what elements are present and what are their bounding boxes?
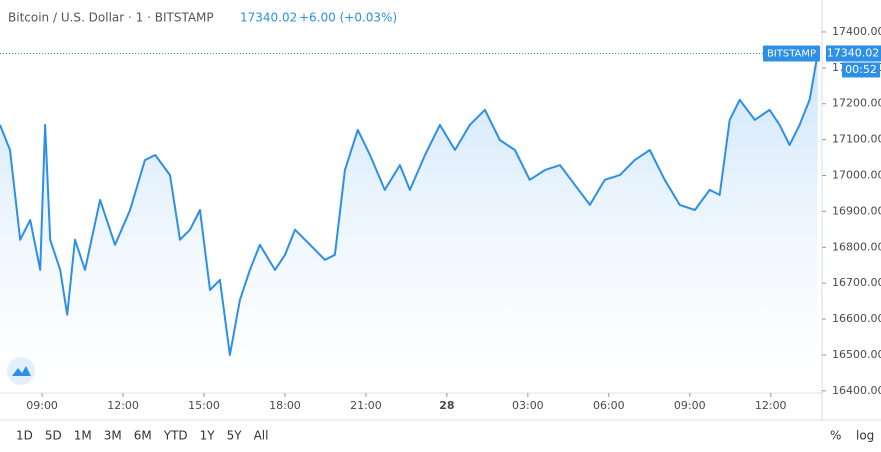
countdown: 00:52	[845, 63, 877, 76]
range-button[interactable]: 5Y	[227, 429, 243, 443]
x-tick-label: 28	[439, 399, 454, 412]
x-tick-label: 15:00	[188, 399, 220, 412]
logo	[7, 357, 35, 385]
exchange-tag-bg	[763, 45, 820, 62]
range-button[interactable]: 6M	[134, 429, 152, 443]
range-button[interactable]: 1Y	[200, 429, 216, 443]
range-button[interactable]: All	[254, 429, 269, 443]
chart-title: Bitcoin / U.S. Dollar · 1 · BITSTAMP	[8, 11, 214, 25]
scale-button[interactable]: %	[830, 429, 841, 443]
y-tick-label: 17100.00	[832, 133, 881, 146]
y-tick-label: 16800.00	[832, 240, 881, 253]
y-tick-label: 16900.00	[832, 204, 881, 217]
x-tick-label: 18:00	[269, 399, 301, 412]
y-tick-label: 16700.00	[832, 276, 881, 289]
header-change: +6.00 (+0.03%)	[299, 11, 397, 25]
header-price: 17340.02	[240, 11, 297, 25]
range-button[interactable]: 5D	[45, 429, 62, 443]
toolbar: 1D 5D 1M 3M 6M YTD 1Y 5Y All% log	[16, 429, 874, 443]
scale-button[interactable]: log	[856, 429, 874, 443]
range-button[interactable]: YTD	[163, 429, 188, 443]
x-tick-label: 03:00	[512, 399, 544, 412]
y-tick-label: 16600.00	[832, 312, 881, 325]
y-tick-label: 17200.00	[832, 97, 881, 110]
x-tick-label: 09:00	[674, 399, 706, 412]
range-button[interactable]: 1D	[16, 429, 33, 443]
range-button[interactable]: 3M	[104, 429, 122, 443]
y-tick-label: 16400.00	[832, 384, 881, 397]
x-tick-label: 12:00	[755, 399, 787, 412]
y-tick-label: 17000.00	[832, 169, 881, 182]
countdown-bg	[842, 62, 880, 78]
price-line	[0, 53, 819, 356]
y-tick-label: 17400.00	[832, 25, 881, 38]
y-tick-label: 16500.00	[832, 348, 881, 361]
price-tag: 17340.02	[827, 46, 880, 59]
x-tick-label: 12:00	[107, 399, 139, 412]
exchange-tag: BITSTAMP	[767, 48, 816, 59]
x-tick-label: 06:00	[593, 399, 625, 412]
x-tick-label: 21:00	[350, 399, 382, 412]
price-tag-bg	[826, 45, 881, 62]
range-button[interactable]: 1M	[74, 429, 92, 443]
x-tick-label: 09:00	[26, 399, 58, 412]
plot-area: 16400.00 16500.00 16600.00 16700.00 16800.00…	[0, 25, 881, 412]
area-fill	[0, 53, 818, 393]
